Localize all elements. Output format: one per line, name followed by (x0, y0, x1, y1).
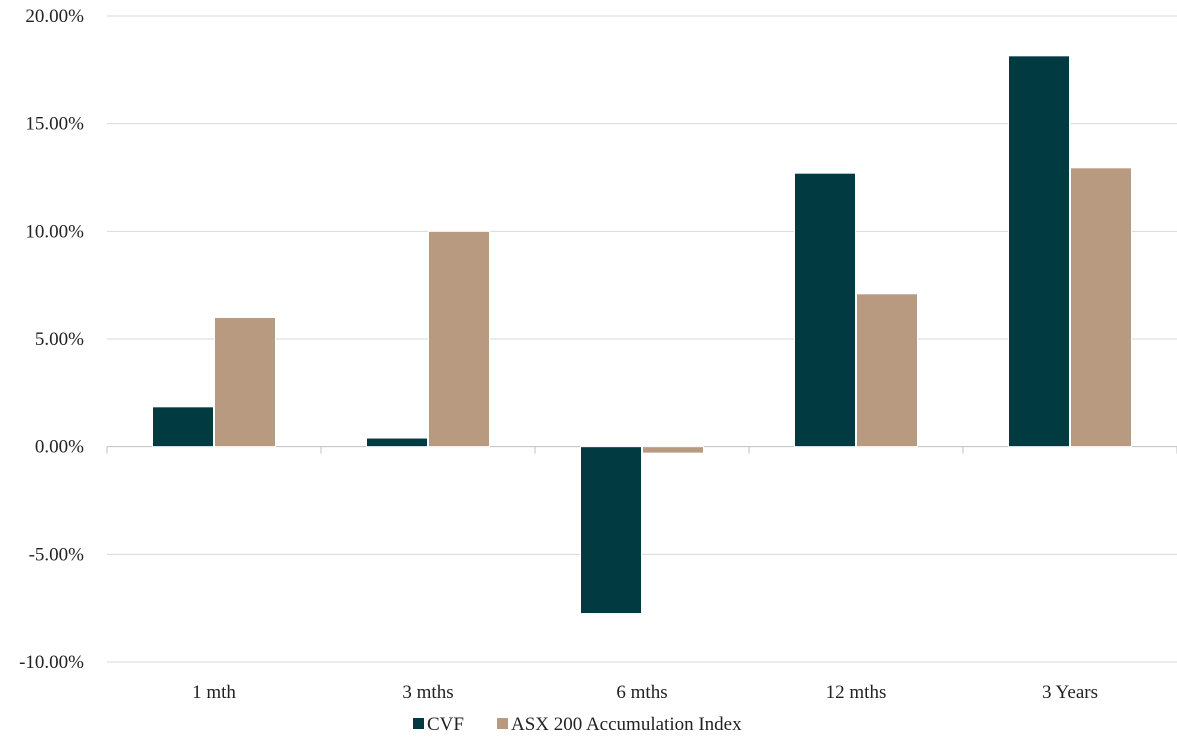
y-tick-label: -5.00% (29, 544, 85, 565)
bar-asx200-1 (214, 316, 276, 448)
bar-cvf-1 (152, 406, 214, 448)
x-tick-label: 1 mth (192, 682, 236, 703)
bar-asx200-3 (642, 446, 704, 454)
x-axis-tick-labels: 1 mth 3 mths 6 mths 12 mths 3 Years (192, 682, 1098, 703)
y-tick-label: 20.00% (25, 6, 84, 27)
bar-cvf-4 (794, 172, 856, 448)
legend-label-asx200: ASX 200 Accumulation Index (511, 714, 742, 735)
bar-asx200-2 (428, 230, 490, 448)
bar-asx200-5 (1070, 167, 1132, 448)
x-tick-label: 3 Years (1042, 682, 1098, 703)
y-tick-label: 0.00% (35, 437, 84, 458)
y-tick-label: 5.00% (35, 329, 84, 350)
y-tick-label: 15.00% (25, 114, 84, 135)
y-axis-tick-labels: 20.00% 15.00% 10.00% 5.00% 0.00% -5.00% -10.00… (19, 6, 84, 673)
bar-cvf-5 (1008, 55, 1070, 448)
bar-cvf-2 (366, 437, 428, 448)
x-tick-label: 3 mths (402, 682, 453, 703)
bars (152, 55, 1132, 615)
y-tick-label: 10.00% (25, 221, 84, 242)
bar-cvf-3 (580, 446, 642, 615)
legend-label-cvf: CVF (427, 714, 464, 735)
x-tick-label: 6 mths (616, 682, 667, 703)
y-tick-label: -10.00% (19, 652, 84, 673)
x-tick-label: 12 mths (826, 682, 887, 703)
legend: CVF ASX 200 Accumulation Index (413, 714, 742, 735)
bar-asx200-4 (856, 293, 918, 448)
legend-swatch-cvf (413, 718, 424, 729)
legend-swatch-asx200 (497, 718, 508, 729)
